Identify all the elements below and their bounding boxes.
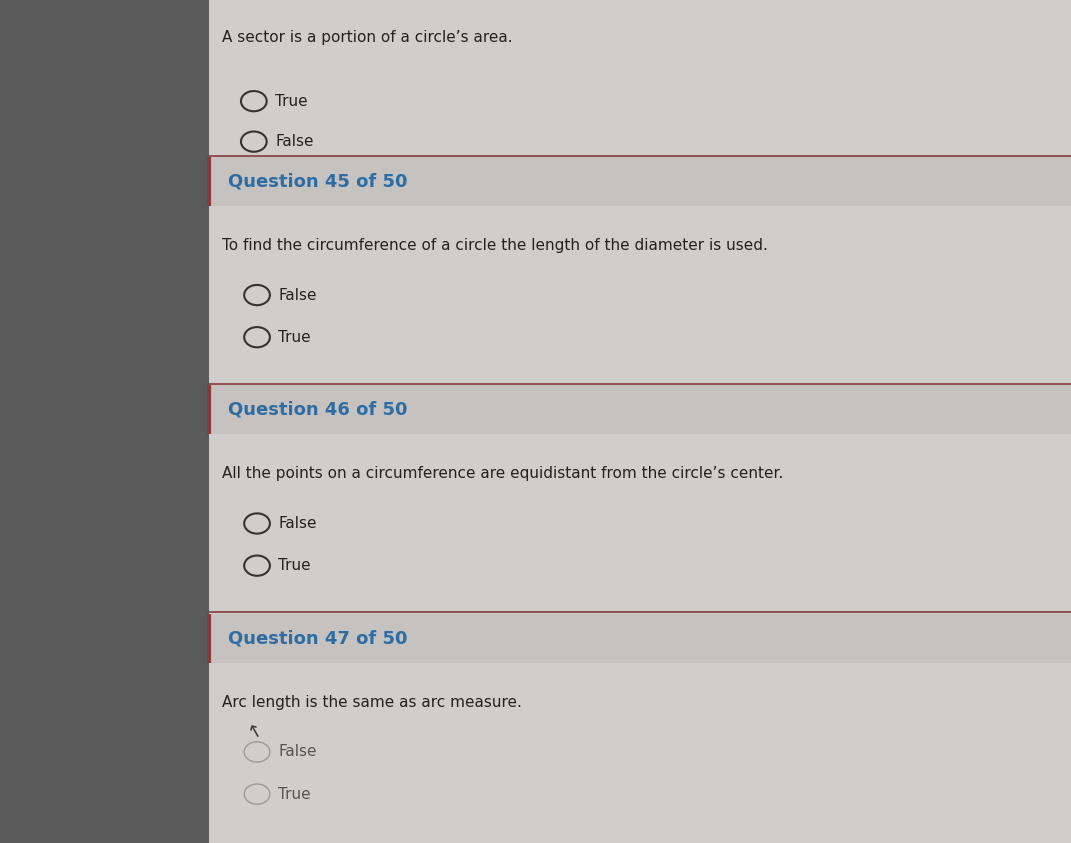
Text: A sector is a portion of a circle’s area.: A sector is a portion of a circle’s area… <box>222 30 512 45</box>
FancyBboxPatch shape <box>209 0 1071 843</box>
Text: False: False <box>278 287 317 303</box>
Text: False: False <box>278 516 317 531</box>
FancyBboxPatch shape <box>209 385 1071 434</box>
Text: All the points on a circumference are equidistant from the circle’s center.: All the points on a circumference are eq… <box>222 466 783 481</box>
FancyBboxPatch shape <box>209 157 1071 206</box>
Text: Arc length is the same as arc measure.: Arc length is the same as arc measure. <box>222 695 522 710</box>
Text: ↖: ↖ <box>244 722 263 744</box>
Text: Question 46 of 50: Question 46 of 50 <box>228 400 408 419</box>
Text: True: True <box>278 787 311 802</box>
Text: True: True <box>278 330 311 345</box>
Text: Question 47 of 50: Question 47 of 50 <box>228 629 408 647</box>
FancyBboxPatch shape <box>209 614 1071 663</box>
Text: False: False <box>275 134 314 149</box>
Text: True: True <box>278 558 311 573</box>
FancyBboxPatch shape <box>209 385 1071 612</box>
Text: False: False <box>278 744 317 760</box>
Text: To find the circumference of a circle the length of the diameter is used.: To find the circumference of a circle th… <box>222 238 768 253</box>
FancyBboxPatch shape <box>209 614 1071 843</box>
Text: Question 45 of 50: Question 45 of 50 <box>228 172 408 191</box>
FancyBboxPatch shape <box>0 0 209 843</box>
FancyBboxPatch shape <box>209 157 1071 384</box>
Text: True: True <box>275 94 307 109</box>
